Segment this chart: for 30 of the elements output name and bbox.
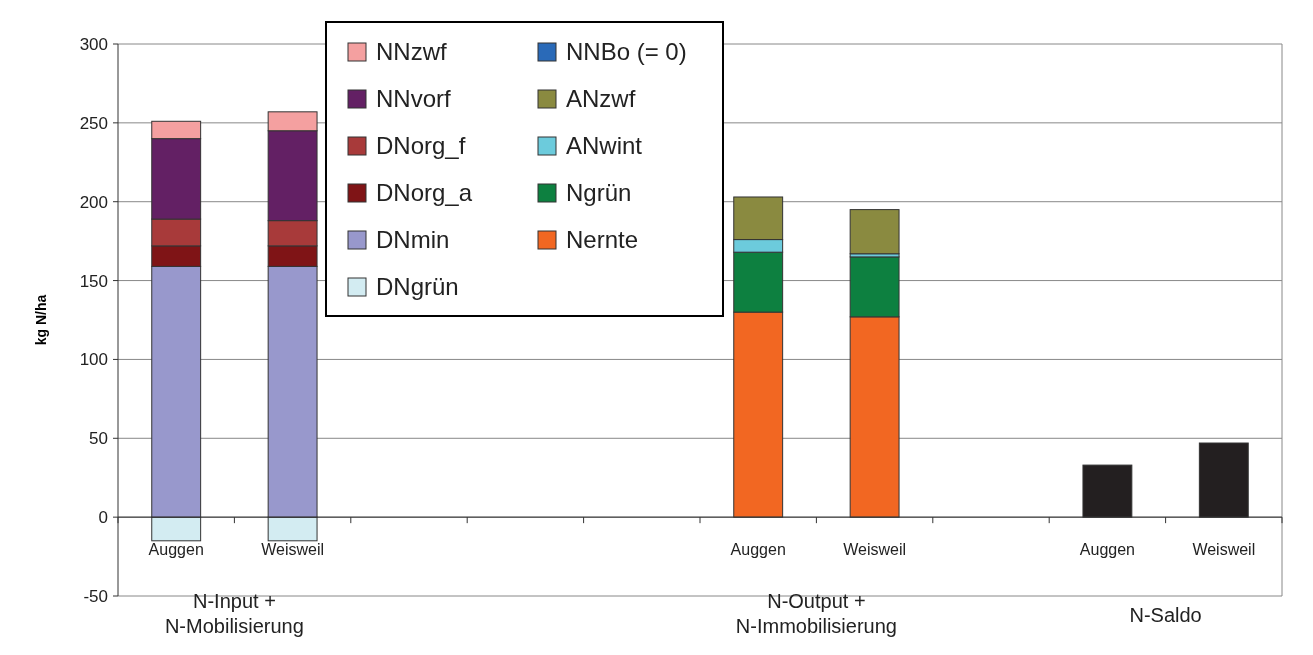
legend-label: Nernte: [566, 226, 639, 254]
x-tick-label: Weisweil: [1192, 541, 1256, 559]
legend-label: NNzwf: [376, 38, 447, 66]
y-tick-label: -50: [83, 586, 108, 606]
annotation: N-Output + N-Immobilisierung: [735, 590, 897, 637]
y-tick-label: 200: [79, 192, 108, 212]
y-tick-label: 0: [98, 508, 108, 528]
y-tick-label: 300: [79, 34, 108, 54]
legend-label: NNvorf: [376, 85, 451, 113]
y-tick-label: 100: [79, 350, 108, 370]
legend-label: Ngrün: [566, 179, 632, 207]
legend-label: DNorg_a: [376, 179, 473, 207]
y-tick-label: 50: [89, 429, 108, 449]
x-tick-label: Auggen: [730, 541, 786, 559]
x-tick-label: Auggen: [148, 541, 204, 559]
annotation: N-Input + N-Mobilisierung: [164, 590, 304, 637]
bar: [849, 209, 900, 255]
legend-label: NNBo (= 0): [566, 38, 687, 66]
legend-label: DNmin: [376, 226, 450, 254]
x-tick-label: Weisweil: [261, 541, 325, 559]
y-axis-title: kg N/ha: [33, 294, 49, 346]
legend-label: ANzwf: [566, 85, 636, 113]
y-tick-label: 250: [79, 113, 108, 133]
legend-label: ANwint: [566, 132, 643, 160]
legend-label: DNgrün: [376, 273, 459, 301]
y-tick-label: 150: [79, 271, 108, 291]
text: N-Saldo: [1129, 604, 1202, 626]
x-tick-label: Weisweil: [843, 541, 907, 559]
x-tick-label: Auggen: [1079, 541, 1135, 559]
legend-label: DNorg_f: [376, 132, 466, 160]
